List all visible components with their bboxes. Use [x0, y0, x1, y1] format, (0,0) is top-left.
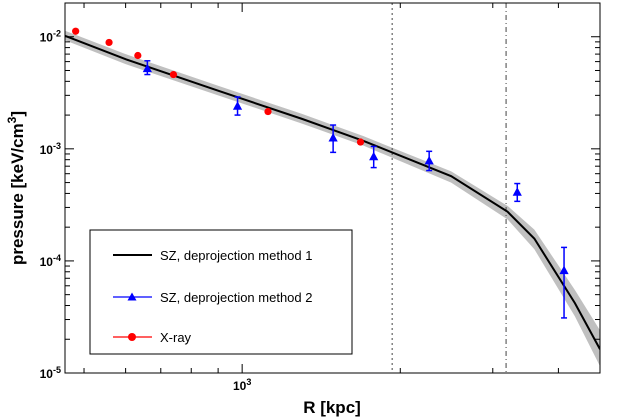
x-axis-label: R [kpc] [303, 398, 361, 417]
axis-ticks [65, 2, 600, 374]
y-tick-label: 10-4 [40, 253, 61, 269]
xray-point [72, 27, 80, 35]
legend: SZ, deprojection method 1 SZ, deprojecti… [89, 229, 353, 355]
xray-point [356, 138, 365, 146]
xray-point [134, 51, 142, 60]
legend-label: SZ, deprojection method 2 [160, 290, 312, 305]
legend-circle-marker [128, 333, 136, 341]
y-tick-label: 10-5 [40, 365, 61, 381]
legend-entry-sz-method-2: SZ, deprojection method 2 [113, 290, 312, 305]
plot-area [65, 3, 600, 373]
legend-triangle-marker [127, 292, 137, 301]
sz-method-2-point [424, 150, 434, 172]
sz-method-2-point [328, 124, 338, 154]
x-tick-label: 103 [233, 377, 251, 393]
triangle-marker [369, 151, 379, 161]
legend-box [89, 229, 353, 355]
triangle-marker [424, 155, 434, 165]
legend-entry-xray: X-ray [113, 330, 192, 345]
sz-method-1-uncertainty-band [65, 30, 600, 367]
triangle-marker [559, 265, 569, 275]
y-axis-label: pressure [keV/cm3] [5, 111, 27, 265]
legend-label: SZ, deprojection method 1 [160, 248, 312, 263]
y-tick-label: 10-2 [40, 29, 61, 45]
sz-method-2-point [232, 96, 243, 116]
triangle-marker [232, 101, 243, 110]
sz-method-2-point [559, 246, 569, 319]
triangle-marker [328, 132, 338, 142]
xray-point [169, 70, 178, 79]
tick-labels: 10-2 10-3 10-4 10-5 103 [40, 29, 252, 393]
y-tick-label: 10-3 [40, 141, 61, 157]
triangle-marker [142, 63, 152, 73]
xray-point [105, 38, 113, 47]
legend-entry-sz-method-1: SZ, deprojection method 1 [113, 248, 312, 263]
triangle-marker [512, 187, 522, 196]
sz-method-2-point [369, 145, 379, 169]
sz-method-2-point [512, 182, 522, 203]
xray-point [264, 107, 272, 116]
plot-frame [64, 2, 601, 374]
sz-method-2-point [142, 60, 152, 76]
legend-label: X-ray [160, 330, 192, 345]
